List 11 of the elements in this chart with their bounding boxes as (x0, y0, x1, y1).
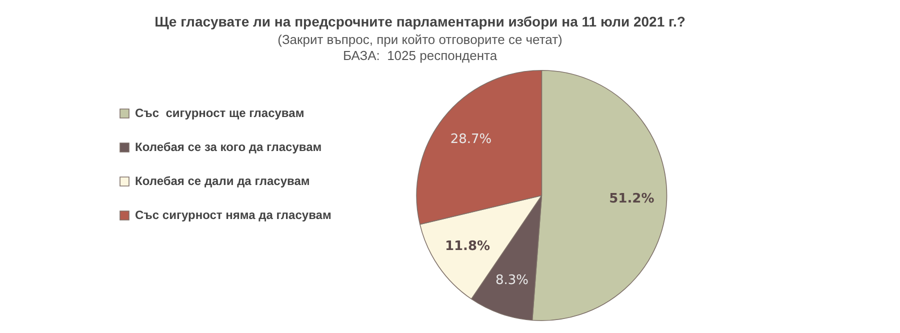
data-label: 51.2% (609, 191, 654, 206)
legend-label: Със сигурност ще гласувам (135, 106, 304, 120)
legend-label: Колебая се дали да гласувам (135, 174, 310, 188)
data-label: 28.7% (450, 132, 492, 147)
legend-label: Със сигурност няма да гласувам (135, 208, 332, 222)
legend-label: Колебая се за кого да гласувам (135, 140, 322, 154)
chart-title: Ще гласувате ли на предсрочните парламентарни избори на 11 юли 2021 г.? (154, 13, 686, 30)
data-label: 8.3% (495, 272, 528, 288)
text: БАЗА: 1025 респондента (342, 48, 498, 63)
chart-subtitle: (Закрит въпрос, при който отговорите се четат) (278, 32, 562, 48)
data-label: 11.8% (444, 238, 490, 254)
